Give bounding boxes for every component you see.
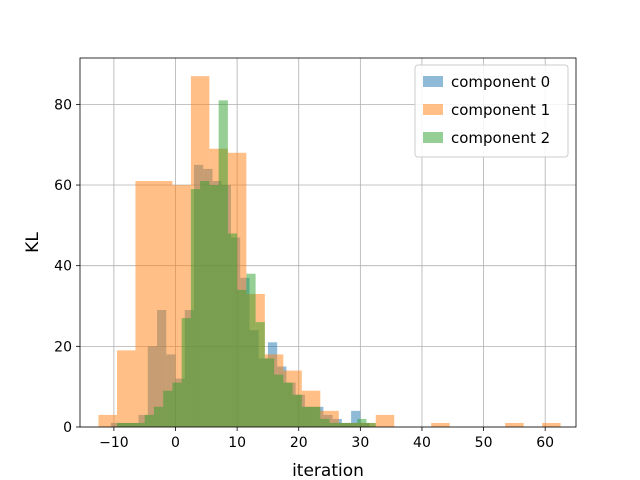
histogram-bar: [255, 322, 265, 427]
histogram-bar: [505, 422, 524, 427]
histogram-bar: [126, 422, 136, 427]
y-tick-label: 20: [54, 339, 72, 355]
histogram-bar: [200, 181, 210, 427]
x-tick-label: 50: [475, 435, 493, 451]
legend-label: component 2: [451, 129, 550, 147]
histogram-bar: [357, 418, 367, 427]
x-tick-label: 40: [413, 435, 431, 451]
y-axis-label: KL: [23, 232, 43, 253]
x-tick-label: 10: [228, 435, 246, 451]
histogram-bar: [311, 406, 321, 427]
histogram-bar: [163, 390, 173, 427]
legend-swatch: [423, 104, 443, 115]
x-tick-label: 60: [536, 435, 554, 451]
histogram-bar: [190, 189, 201, 427]
histogram-bar: [283, 382, 293, 427]
series-2-bars: [116, 100, 376, 427]
legend-label: component 1: [451, 101, 550, 119]
histogram-bar: [116, 422, 127, 427]
histogram-bar: [135, 181, 154, 427]
histogram-bar: [181, 318, 191, 427]
x-tick-label: 0: [171, 435, 180, 451]
histogram-bar: [264, 358, 275, 427]
legend-swatch: [423, 132, 443, 143]
histogram-bar: [301, 406, 312, 427]
histogram-bar: [542, 422, 561, 427]
y-tick-label: 40: [54, 259, 72, 275]
x-tick-label: −10: [99, 435, 129, 451]
x-tick-label: 30: [351, 435, 369, 451]
plot-frame: [79, 57, 577, 428]
histogram-bar: [209, 185, 219, 427]
histogram-bar: [98, 414, 117, 427]
histogram-bar: [153, 406, 164, 427]
histogram-bar: [218, 100, 228, 427]
histogram-bar: [237, 289, 247, 427]
histogram-bars: [98, 76, 561, 428]
histogram-bar: [274, 374, 284, 427]
histogram-bar: [320, 418, 330, 427]
histogram-bar: [144, 414, 154, 427]
histogram-bar: [329, 422, 339, 427]
histogram-bar: [116, 350, 136, 427]
histogram-bar: [348, 422, 358, 427]
x-tick-label: 20: [290, 435, 308, 451]
histogram-bar: [153, 181, 173, 427]
x-axis-label: iteration: [292, 461, 364, 480]
histogram-bar: [351, 410, 361, 427]
histogram-bar: [246, 273, 256, 427]
legend-label: component 0: [451, 73, 550, 91]
legend-box: [414, 64, 569, 158]
histogram-bar: [172, 382, 182, 427]
y-tick-label: 0: [63, 420, 72, 436]
histogram-bar: [375, 414, 395, 427]
axis-ticks: −10 0 10 20 30 40 50 60 0 20 40 60 80: [54, 97, 554, 451]
histogram-bar: [292, 394, 302, 427]
legend: component 0 component 1 component 2: [414, 64, 569, 158]
y-tick-label: 60: [54, 178, 72, 194]
histogram-bar: [338, 422, 349, 427]
y-tick-label: 80: [54, 97, 72, 113]
histogram-bar: [366, 422, 376, 427]
histogram-bar: [135, 422, 145, 427]
histogram-bar: [431, 422, 450, 427]
legend-swatch: [423, 76, 443, 87]
histogram-bar: [227, 233, 238, 427]
